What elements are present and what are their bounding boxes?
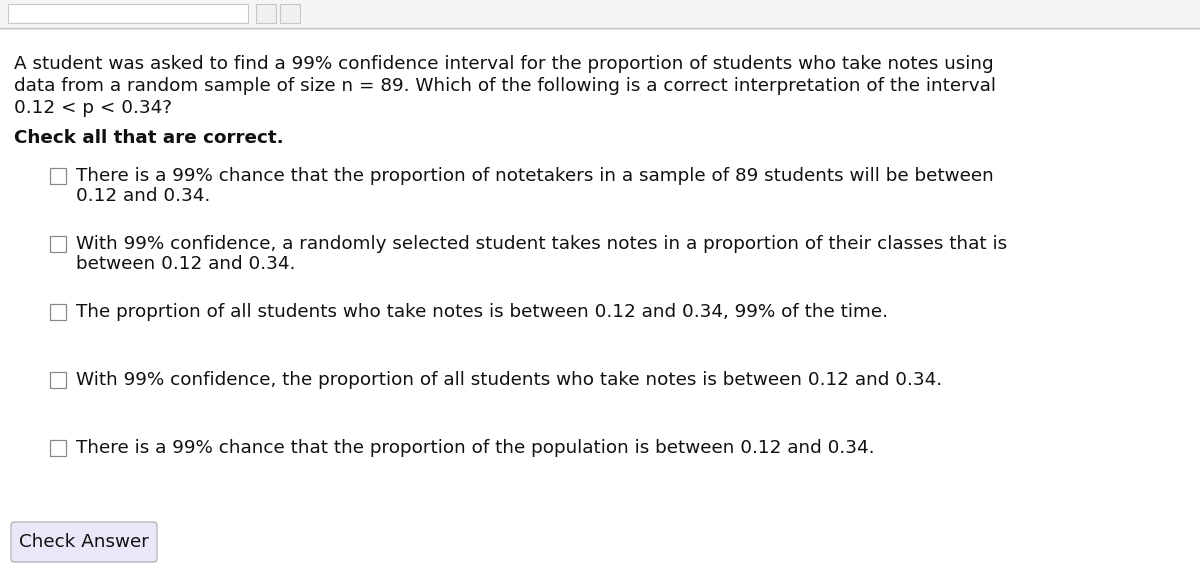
FancyBboxPatch shape bbox=[50, 372, 66, 388]
FancyBboxPatch shape bbox=[11, 522, 157, 562]
Text: between 0.12 and 0.34.: between 0.12 and 0.34. bbox=[76, 255, 295, 273]
FancyBboxPatch shape bbox=[50, 236, 66, 252]
Text: With 99% confidence, the proportion of all students who take notes is between 0.: With 99% confidence, the proportion of a… bbox=[76, 371, 942, 389]
Text: With 99% confidence, a randomly selected student takes notes in a proportion of : With 99% confidence, a randomly selected… bbox=[76, 235, 1007, 253]
FancyBboxPatch shape bbox=[8, 4, 248, 23]
Text: 0.12 < p < 0.34?: 0.12 < p < 0.34? bbox=[14, 99, 172, 117]
Text: Check Answer: Check Answer bbox=[19, 533, 149, 551]
Text: data from a random sample of size n = 89. Which of the following is a correct in: data from a random sample of size n = 89… bbox=[14, 77, 996, 95]
Text: Check all that are correct.: Check all that are correct. bbox=[14, 129, 283, 147]
FancyBboxPatch shape bbox=[50, 168, 66, 184]
FancyBboxPatch shape bbox=[280, 4, 300, 23]
FancyBboxPatch shape bbox=[50, 440, 66, 456]
Text: The proprtion of all students who take notes is between 0.12 and 0.34, 99% of th: The proprtion of all students who take n… bbox=[76, 303, 888, 321]
FancyBboxPatch shape bbox=[50, 304, 66, 320]
Bar bbox=[0, 0, 1200, 28]
Text: There is a 99% chance that the proportion of the population is between 0.12 and : There is a 99% chance that the proportio… bbox=[76, 439, 875, 457]
Text: A student was asked to find a 99% confidence interval for the proportion of stud: A student was asked to find a 99% confid… bbox=[14, 55, 994, 73]
Text: There is a 99% chance that the proportion of notetakers in a sample of 89 studen: There is a 99% chance that the proportio… bbox=[76, 167, 994, 185]
Text: 0.12 and 0.34.: 0.12 and 0.34. bbox=[76, 187, 210, 205]
FancyBboxPatch shape bbox=[256, 4, 276, 23]
